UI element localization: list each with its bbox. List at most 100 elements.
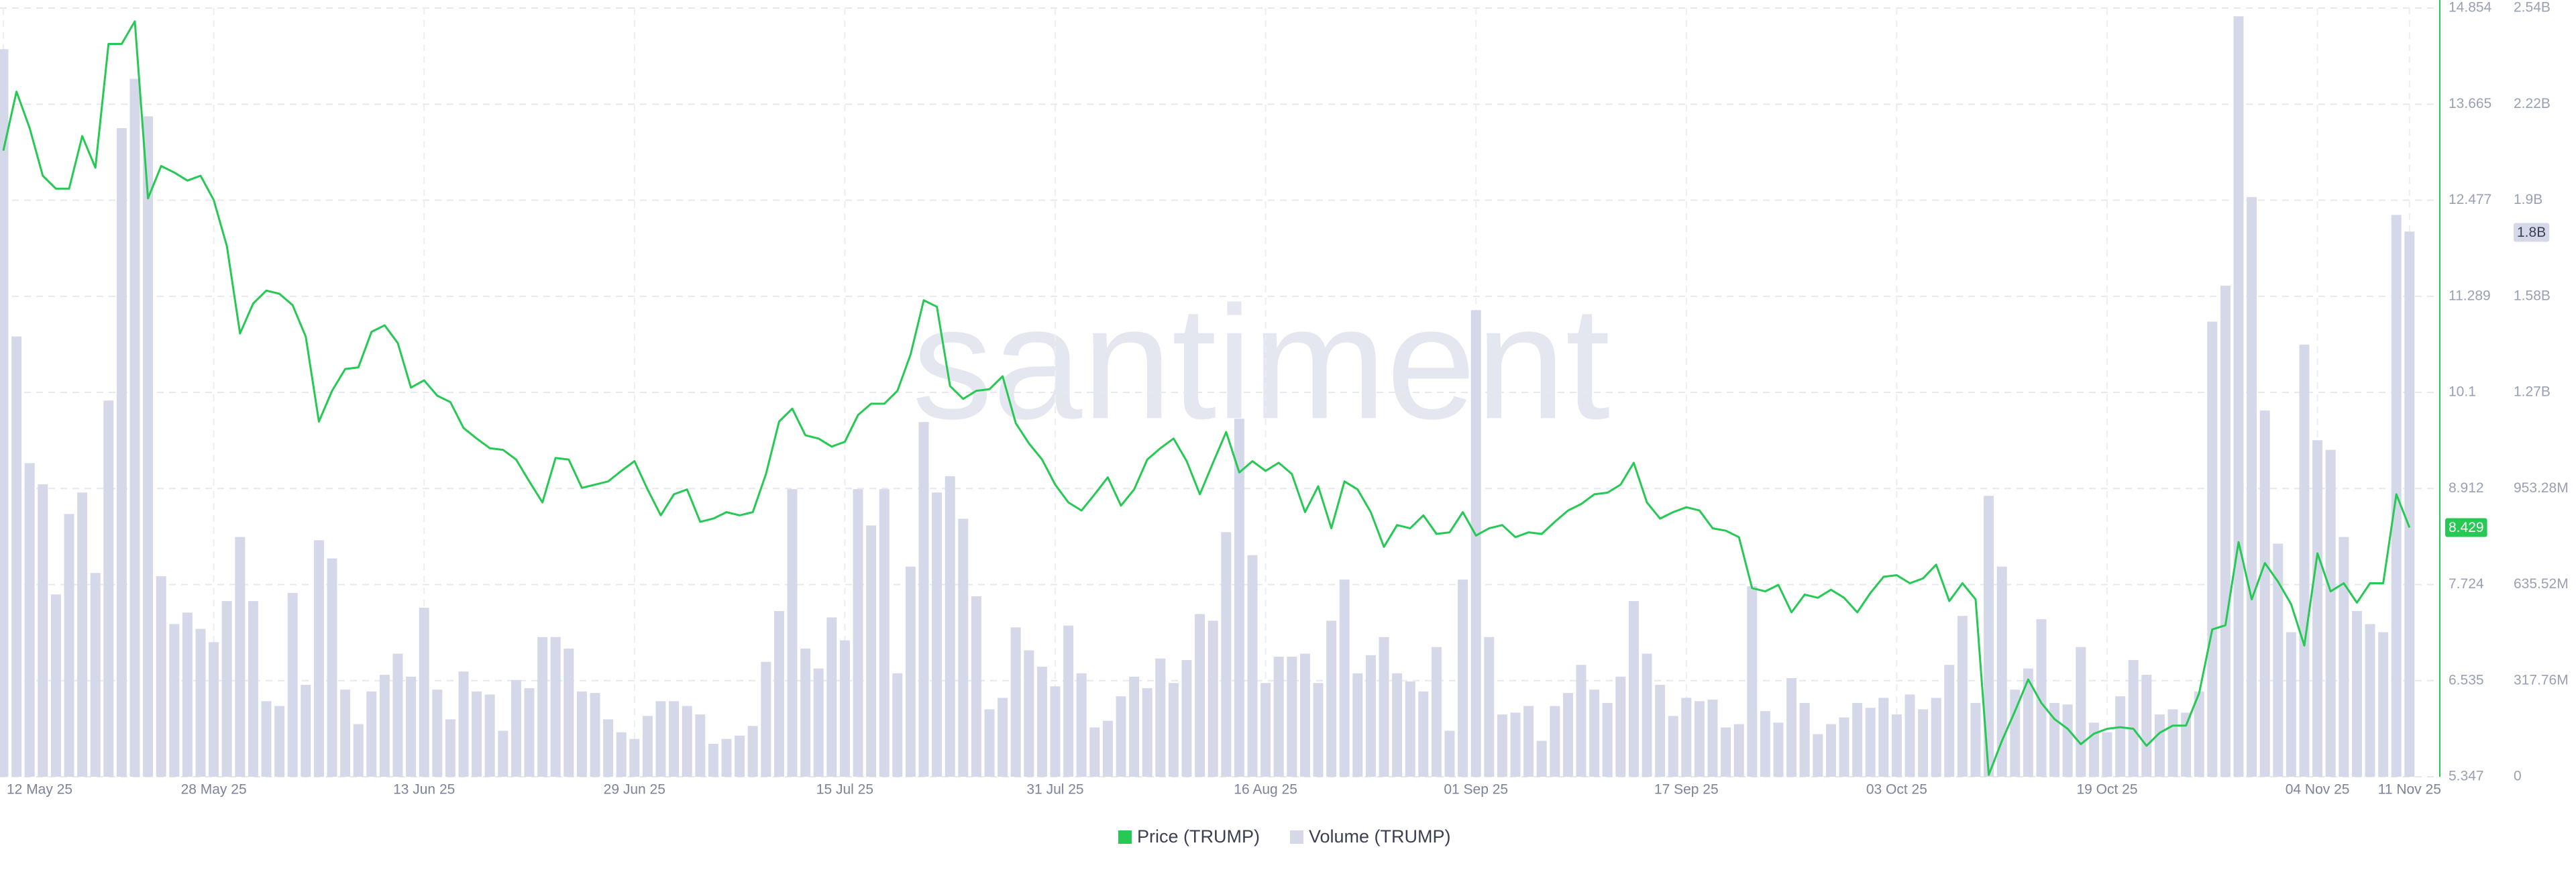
volume-bar xyxy=(1326,620,1337,777)
volume-bar xyxy=(1431,647,1442,777)
volume-bar xyxy=(1221,532,1232,777)
volume-bar xyxy=(1260,683,1271,777)
volume-bar xyxy=(340,690,351,777)
volume-bar xyxy=(853,489,863,777)
volume-bar xyxy=(2194,691,2204,777)
volume-bar xyxy=(1089,727,1100,777)
volume-bar xyxy=(1891,714,1902,777)
volume-bar xyxy=(1865,708,1876,777)
volume-bar xyxy=(64,514,74,777)
volume-bar xyxy=(971,596,981,777)
price-tick-label: 13.665 xyxy=(2449,96,2491,111)
volume-bar xyxy=(721,739,732,777)
volume-bar xyxy=(1470,310,1481,777)
volume-bar xyxy=(2259,411,2270,777)
x-tick-label: 04 Nov 25 xyxy=(2286,782,2350,798)
volume-bar xyxy=(2299,344,2310,777)
volume-bar xyxy=(1536,741,1547,777)
volume-bar xyxy=(695,714,706,777)
volume-bar xyxy=(1957,616,1968,777)
legend-item[interactable]: Price (TRUMP) xyxy=(1118,826,1260,847)
volume-bar xyxy=(1681,698,1692,777)
legend-item[interactable]: Volume (TRUMP) xyxy=(1290,826,1451,847)
volume-bar xyxy=(1668,716,1678,777)
volume-bar xyxy=(1642,653,1652,777)
volume-bar xyxy=(129,78,140,777)
volume-bar xyxy=(1628,601,1639,777)
x-tick-label: 11 Nov 25 xyxy=(2378,782,2441,798)
volume-tick-label: 953.28M xyxy=(2514,480,2569,496)
volume-bar xyxy=(879,489,890,777)
price-tick-label: 6.535 xyxy=(2449,672,2484,688)
volume-bar xyxy=(642,716,653,777)
volume-bar xyxy=(2010,690,2021,777)
price-line xyxy=(2,20,2411,776)
volume-bar xyxy=(2076,647,2086,777)
volume-bar xyxy=(379,675,390,777)
volume-bar xyxy=(564,648,574,777)
volume-bar xyxy=(1984,496,1994,777)
volume-bar xyxy=(2102,732,2112,777)
volume-tick-label: 0 xyxy=(2514,769,2522,784)
volume-bar xyxy=(1365,655,1376,777)
volume-bar xyxy=(1352,673,1363,777)
volume-bar xyxy=(1076,673,1087,777)
volume-bar xyxy=(2325,449,2336,777)
volume-bar xyxy=(1142,688,1152,777)
volume-bar xyxy=(327,558,337,777)
volume-tick-label: 1.58B xyxy=(2514,288,2551,303)
volume-bar xyxy=(800,648,811,777)
price-tick-label: 8.912 xyxy=(2449,480,2484,496)
volume-bar xyxy=(2404,231,2415,777)
volume-bar xyxy=(1944,665,1955,777)
volume-bar xyxy=(1444,730,1455,777)
volume-bar xyxy=(1562,693,1573,777)
volume-bar xyxy=(866,525,877,777)
volume-bar xyxy=(2233,16,2244,777)
volume-bar xyxy=(2312,440,2323,777)
volume-bar xyxy=(1721,727,1731,777)
volume-bar xyxy=(1102,720,1113,777)
volume-bar xyxy=(38,484,48,777)
volume-bar xyxy=(537,637,548,777)
volume-bar xyxy=(958,519,969,777)
volume-bar xyxy=(1024,650,1034,777)
volume-bar xyxy=(1839,717,1849,777)
volume-bar xyxy=(1904,694,1915,777)
volume-bar xyxy=(0,49,9,777)
volume-bar xyxy=(576,691,587,777)
volume-bar xyxy=(2167,709,2178,777)
volume-bar xyxy=(1273,657,1284,777)
volume-bar xyxy=(1694,701,1705,777)
volume-bar xyxy=(1747,586,1758,777)
volume-tick-label: 1.27B xyxy=(2514,384,2551,400)
volume-bar xyxy=(1931,698,1941,777)
volume-tick-label: 1.9B xyxy=(2514,192,2542,207)
volume-bar xyxy=(209,642,219,777)
volume-tick-label: 635.52M xyxy=(2514,576,2569,592)
volume-bar xyxy=(984,709,995,777)
price-tick-label: 7.724 xyxy=(2449,576,2484,592)
volume-bar xyxy=(2023,668,2033,777)
volume-bar xyxy=(261,701,272,777)
price-tick-label: 12.477 xyxy=(2449,192,2491,207)
volume-bar xyxy=(1168,683,1179,777)
volume-bar xyxy=(1116,696,1126,777)
volume-bar xyxy=(2088,722,2099,777)
volume-bar xyxy=(182,612,193,777)
volume-bar xyxy=(2036,619,2047,777)
price-tick-label: 5.347 xyxy=(2449,769,2484,784)
volume-bar xyxy=(998,698,1008,777)
volume-bar xyxy=(892,673,903,777)
volume-bar xyxy=(1247,555,1258,777)
volume-bar xyxy=(603,719,614,777)
volume-bar xyxy=(24,463,35,777)
volume-bar xyxy=(2247,197,2257,777)
volume-bar xyxy=(77,492,88,777)
volume-bar xyxy=(1234,419,1244,777)
x-tick-label: 13 Jun 25 xyxy=(393,782,455,798)
volume-bar xyxy=(1786,678,1797,777)
volume-bar xyxy=(708,743,718,777)
volume-bar xyxy=(1878,698,1889,777)
